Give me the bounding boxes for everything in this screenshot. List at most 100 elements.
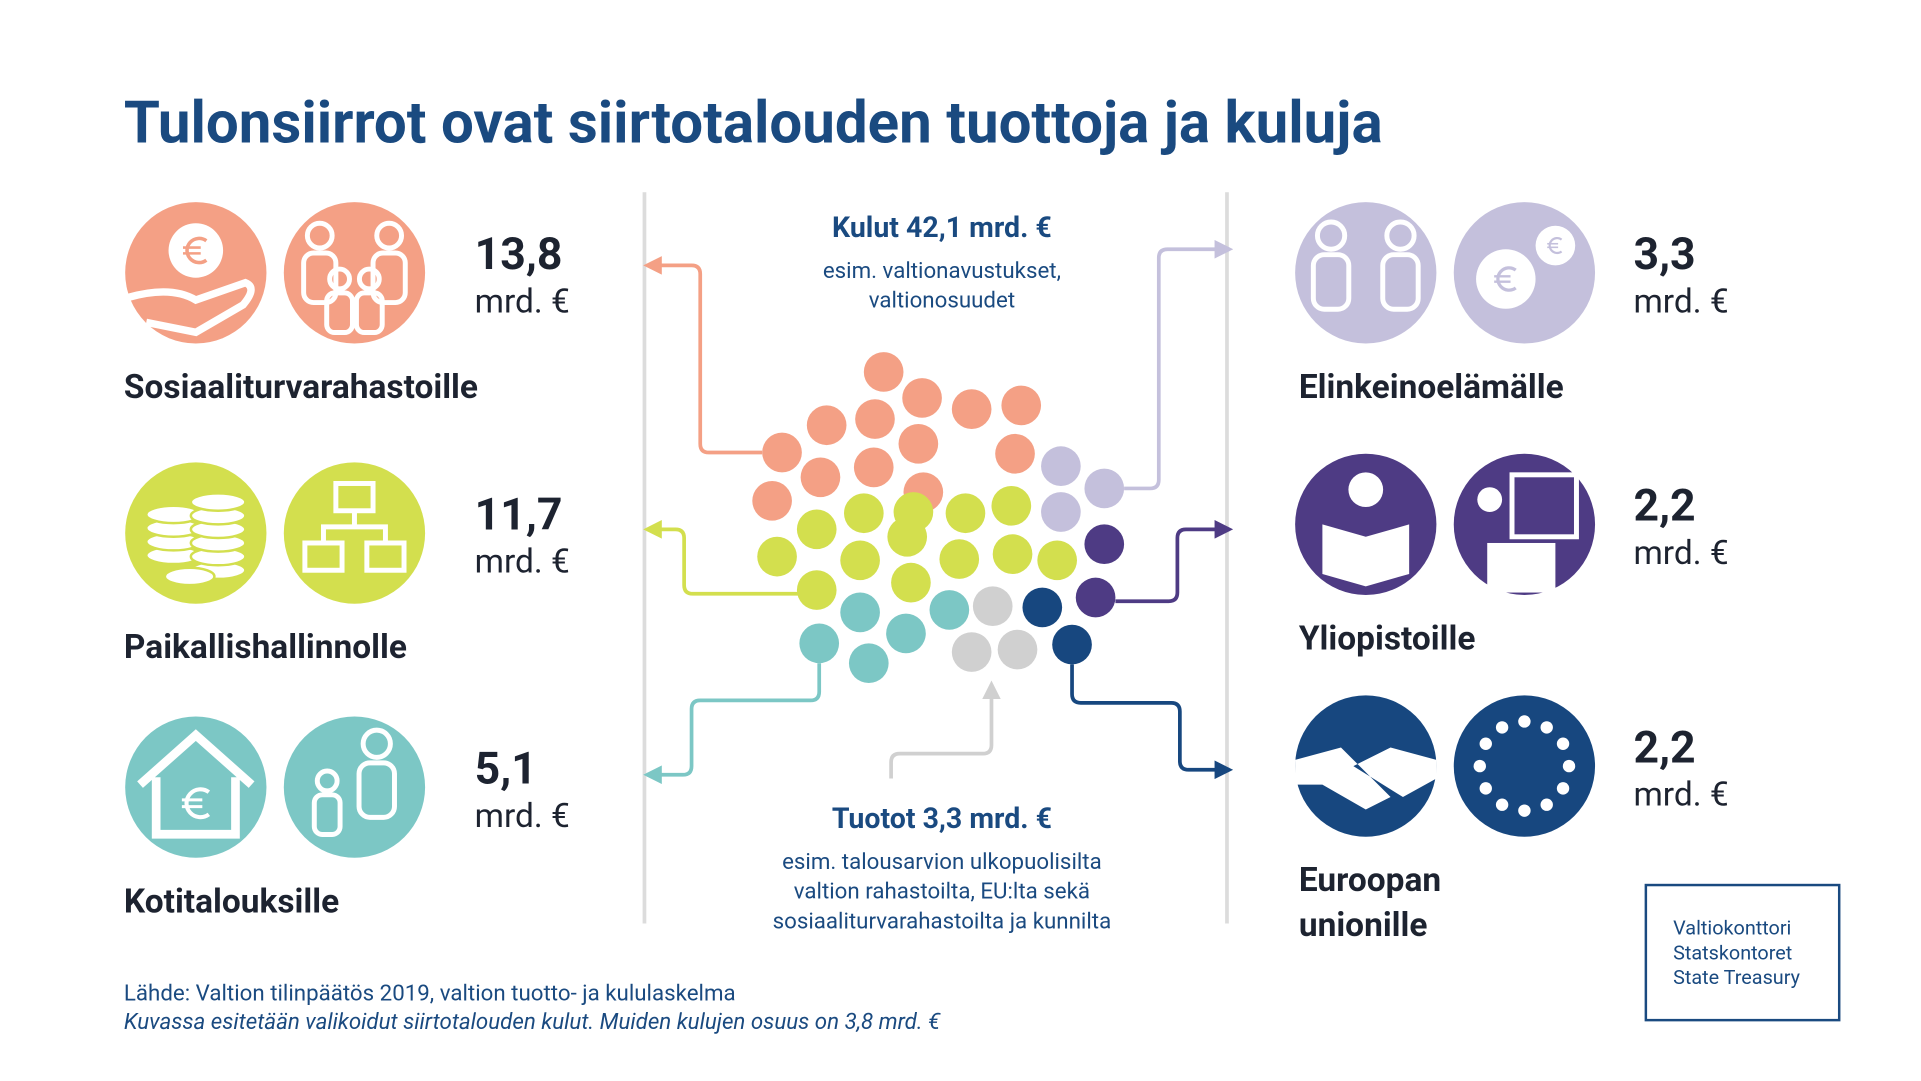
recipient-label: Sosiaaliturvarahastoille (124, 368, 478, 407)
icon-circle (283, 202, 426, 344)
dot (840, 592, 880, 633)
arrow (643, 520, 800, 596)
dot (1084, 524, 1125, 565)
arrow (643, 256, 763, 455)
hand (126, 278, 255, 337)
unit: mrd. € (475, 282, 570, 321)
dot-cluster (752, 352, 1125, 684)
dot (992, 534, 1033, 574)
icon (125, 462, 267, 604)
dot (898, 424, 939, 464)
revenues-text: esim. talousarvion ulkopuolisilta (782, 849, 1102, 875)
person-body (356, 760, 397, 820)
amount: 11,7 (475, 488, 563, 540)
arrows (643, 239, 1234, 785)
icon (1453, 453, 1596, 596)
dot (929, 590, 970, 630)
icons (125, 202, 1596, 858)
amount: 2,2 (1633, 480, 1695, 532)
star (1540, 798, 1553, 811)
box (364, 540, 407, 573)
person-head (314, 768, 340, 794)
dot (972, 586, 1013, 627)
person-body (301, 250, 339, 306)
icon (1453, 695, 1596, 837)
logo-text: Statskontoret (1673, 941, 1792, 964)
dot (863, 352, 904, 392)
box (302, 540, 345, 573)
recipient-label: Elinkeinoelämälle (1299, 368, 1564, 407)
expenses-heading: Kulut 42,1 mrd. € (832, 211, 1052, 244)
dot (848, 643, 889, 684)
unit: mrd. € (475, 797, 570, 836)
arrow (643, 663, 822, 785)
dot (1084, 468, 1125, 509)
hands (1295, 747, 1437, 810)
unit: mrd. € (1633, 282, 1728, 321)
star (1473, 759, 1486, 773)
icon (1453, 202, 1596, 344)
dot (1022, 587, 1063, 628)
arrow (1115, 520, 1234, 604)
person-head (360, 727, 393, 760)
dot (945, 493, 986, 534)
icon (283, 716, 426, 858)
dot (1001, 385, 1042, 426)
icon (125, 716, 267, 858)
euro-sign (185, 236, 208, 265)
icon-circle (283, 716, 426, 858)
arrow (1070, 664, 1234, 780)
amount: 5,1 (475, 742, 537, 794)
unit: mrd. € (1633, 534, 1728, 573)
expenses-text: esim. valtionavustukset, (823, 258, 1061, 284)
arrow (1124, 239, 1234, 491)
dot (757, 536, 797, 577)
dot (1052, 624, 1092, 665)
dot (991, 485, 1032, 526)
revenues-heading: Tuotot 3,3 mrd. € (832, 802, 1052, 835)
icon-circle (1453, 695, 1596, 837)
dot (887, 516, 928, 557)
star (1556, 782, 1570, 795)
dot (796, 509, 837, 550)
house (137, 729, 255, 839)
coin (168, 223, 224, 278)
dot (840, 540, 880, 581)
person-body (324, 290, 355, 336)
recipient-label: unionille (1299, 906, 1428, 945)
dot (891, 562, 931, 603)
recipient-label: Euroopan (1299, 861, 1441, 900)
amount: 2,2 (1633, 721, 1695, 773)
dot (844, 493, 884, 534)
book (1322, 524, 1410, 587)
dot (796, 570, 837, 610)
star (1562, 759, 1576, 773)
person-head (304, 220, 335, 251)
icon (1295, 695, 1437, 837)
head (1348, 472, 1384, 508)
person-head (356, 266, 382, 292)
euro-sign (1496, 266, 1517, 292)
dot (800, 457, 841, 498)
link (320, 510, 388, 543)
dot (1037, 540, 1077, 581)
dot (995, 433, 1035, 474)
icon (1295, 202, 1437, 344)
dot (752, 481, 792, 521)
head (1477, 487, 1503, 512)
arrow (889, 680, 1001, 779)
expenses-text: valtionosuudet (869, 288, 1015, 314)
person-body (311, 792, 343, 837)
person-body (353, 290, 385, 336)
icon-circle (1295, 202, 1437, 344)
recipient-label: Paikallishallinnolle (124, 628, 407, 667)
person-head (327, 266, 352, 292)
icon (125, 202, 267, 344)
dot (939, 539, 980, 579)
recipient-label: Kotitalouksille (124, 882, 339, 921)
icon (283, 462, 426, 604)
dot (1075, 577, 1116, 618)
dot (886, 613, 926, 654)
star (1479, 737, 1492, 750)
